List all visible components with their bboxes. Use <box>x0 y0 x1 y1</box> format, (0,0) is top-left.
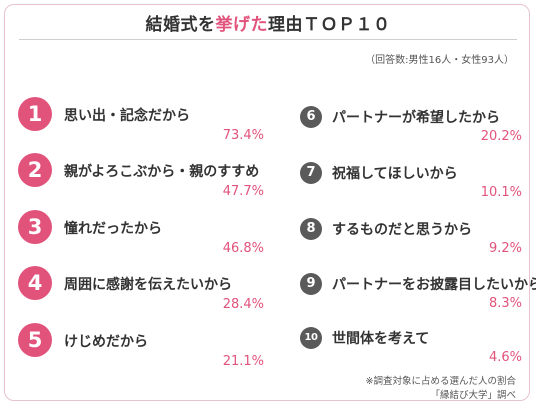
title-divider <box>19 39 517 40</box>
rank-badge: 7 <box>300 162 322 184</box>
rank-badge: 3 <box>18 210 52 244</box>
rank-item-1: 1 思い出・記念だから 73.4% <box>18 97 266 147</box>
rank-item-4: 4 周囲に感謝を伝えたいから 28.4% <box>18 266 266 316</box>
rank-badge: 8 <box>300 218 322 240</box>
rank-badge: 2 <box>18 153 52 187</box>
rank-label: 祝福してほしいから <box>332 166 458 182</box>
title-suffix: 理由ＴＯＰ１０ <box>268 15 391 35</box>
rank-item-2: 2 親がよろこぶから・親のすすめ 47.7% <box>18 153 266 203</box>
rank-badge: 10 <box>300 327 322 349</box>
respondents-note: （回答数:男性16人・女性93人） <box>365 55 514 66</box>
rank-item-9: 9 パートナーをお披露目したいから 8.3% <box>298 268 536 314</box>
rank-percent: 4.6% <box>488 350 522 365</box>
rank-badge: 6 <box>300 106 322 128</box>
rank-label: 憧れだったから <box>64 221 162 237</box>
survey-footnote: ※調査対象に占める選んだ人の割合 <box>365 376 516 387</box>
rank-label: けじめだから <box>64 334 148 350</box>
rank-label: 親がよろこぶから・親のすすめ <box>64 164 260 180</box>
rank-label: 思い出・記念だから <box>64 108 190 124</box>
rank-percent: 10.1% <box>480 185 522 200</box>
rank-label: するものだと思うから <box>332 222 472 238</box>
rank-item-3: 3 憧れだったから 46.8% <box>18 210 266 260</box>
rank-item-7: 7 祝福してほしいから 10.1% <box>298 157 522 203</box>
rank-badge: 9 <box>300 273 322 295</box>
rank-badge: 4 <box>18 266 52 300</box>
ranking-card <box>4 4 530 401</box>
rank-percent: 28.4% <box>222 297 264 312</box>
rank-label: パートナーをお披露目したいから <box>332 277 536 293</box>
rank-item-8: 8 するものだと思うから 9.2% <box>298 213 522 259</box>
rank-percent: 20.2% <box>480 129 522 144</box>
rank-item-10: 10 世間体を考えて 4.6% <box>298 322 522 368</box>
rank-percent: 8.3% <box>488 296 522 311</box>
rank-percent: 46.8% <box>222 241 264 256</box>
rank-label: 周囲に感謝を伝えたいから <box>64 277 232 293</box>
rank-badge: 5 <box>18 323 52 357</box>
title-prefix: 結婚式を <box>145 15 216 35</box>
rank-percent: 21.1% <box>222 354 264 369</box>
rank-percent: 9.2% <box>488 241 522 256</box>
rank-item-5: 5 けじめだから 21.1% <box>18 323 266 373</box>
title-highlight: 挙げた <box>215 15 268 35</box>
survey-source: 「縁結び大学」調べ <box>430 390 516 401</box>
rank-percent: 73.4% <box>222 128 264 143</box>
page-title: 結婚式を挙げた理由ＴＯＰ１０ <box>0 10 536 35</box>
rank-label: パートナーが希望したから <box>332 110 500 126</box>
rank-label: 世間体を考えて <box>332 331 430 347</box>
rank-badge: 1 <box>18 97 52 131</box>
rank-percent: 47.7% <box>222 184 264 199</box>
rank-item-6: 6 パートナーが希望したから 20.2% <box>298 101 522 147</box>
